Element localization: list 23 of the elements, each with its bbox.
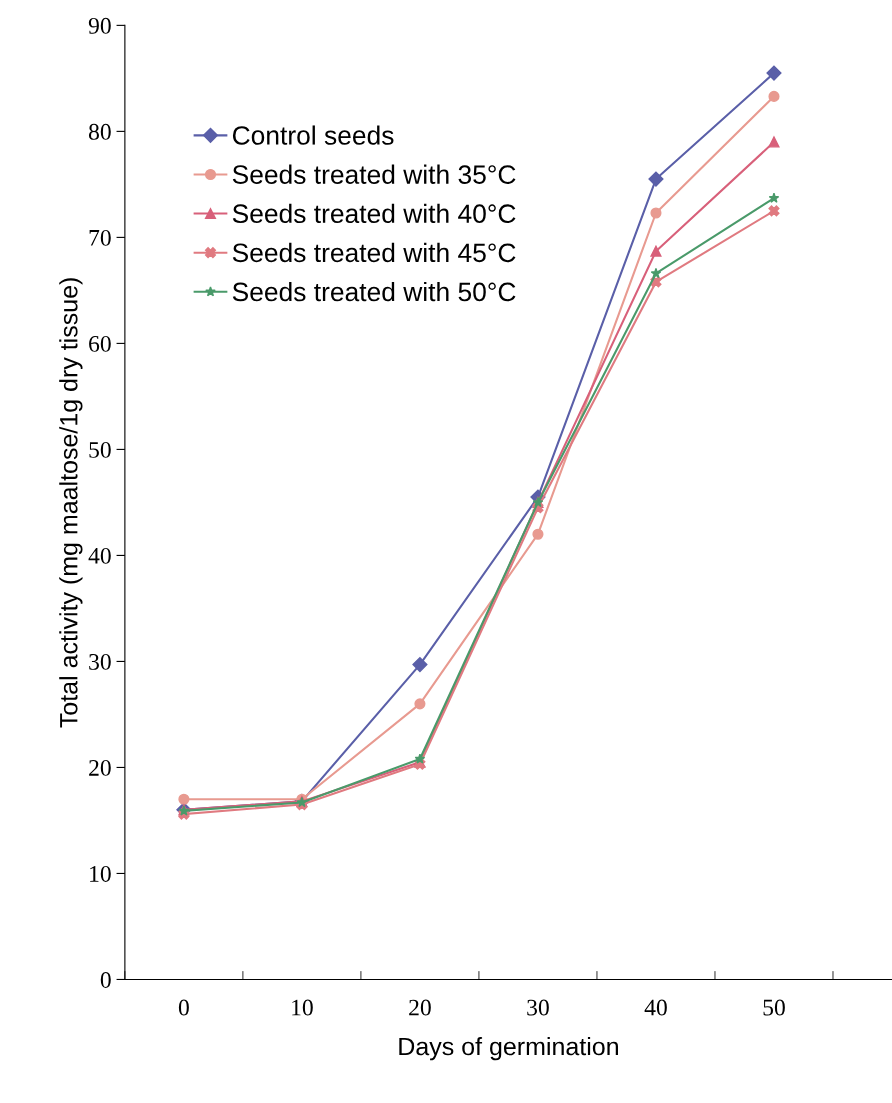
y-tick-label: 50: [89, 441, 111, 458]
x-tick-label: 20: [409, 999, 431, 1016]
y-tick-label: 80: [88, 123, 111, 140]
legend-label: Seeds treated with 35°C: [232, 164, 516, 184]
x-tick-label: 10: [292, 999, 313, 1016]
y-tick-label: 30: [89, 653, 111, 670]
y-tick-label: 20: [89, 759, 111, 776]
x-tick-label: 50: [763, 999, 785, 1016]
x-tick-label: 40: [644, 999, 667, 1016]
legend-label: Control seeds: [232, 125, 394, 145]
y-tick-label: 90: [88, 17, 111, 34]
legend-label: Seeds treated with 40°C: [232, 203, 516, 224]
x-tick-label: 30: [527, 999, 549, 1016]
y-tick-label: 70: [89, 229, 111, 246]
x-tick-label: 0: [178, 999, 189, 1016]
y-tick-label: 10: [90, 865, 111, 882]
x-axis-title: Days of germination: [399, 1036, 618, 1061]
legend-label: Seeds treated with 50°C: [232, 281, 516, 302]
legend-label: Seeds treated with 45°C: [232, 242, 516, 263]
y-axis-title: Total activity (mg maaltose/1g dry tissue): [59, 278, 83, 728]
y-tick-label: 0: [100, 971, 111, 988]
y-tick-label: 60: [89, 335, 111, 352]
y-tick-label: 40: [88, 547, 111, 564]
